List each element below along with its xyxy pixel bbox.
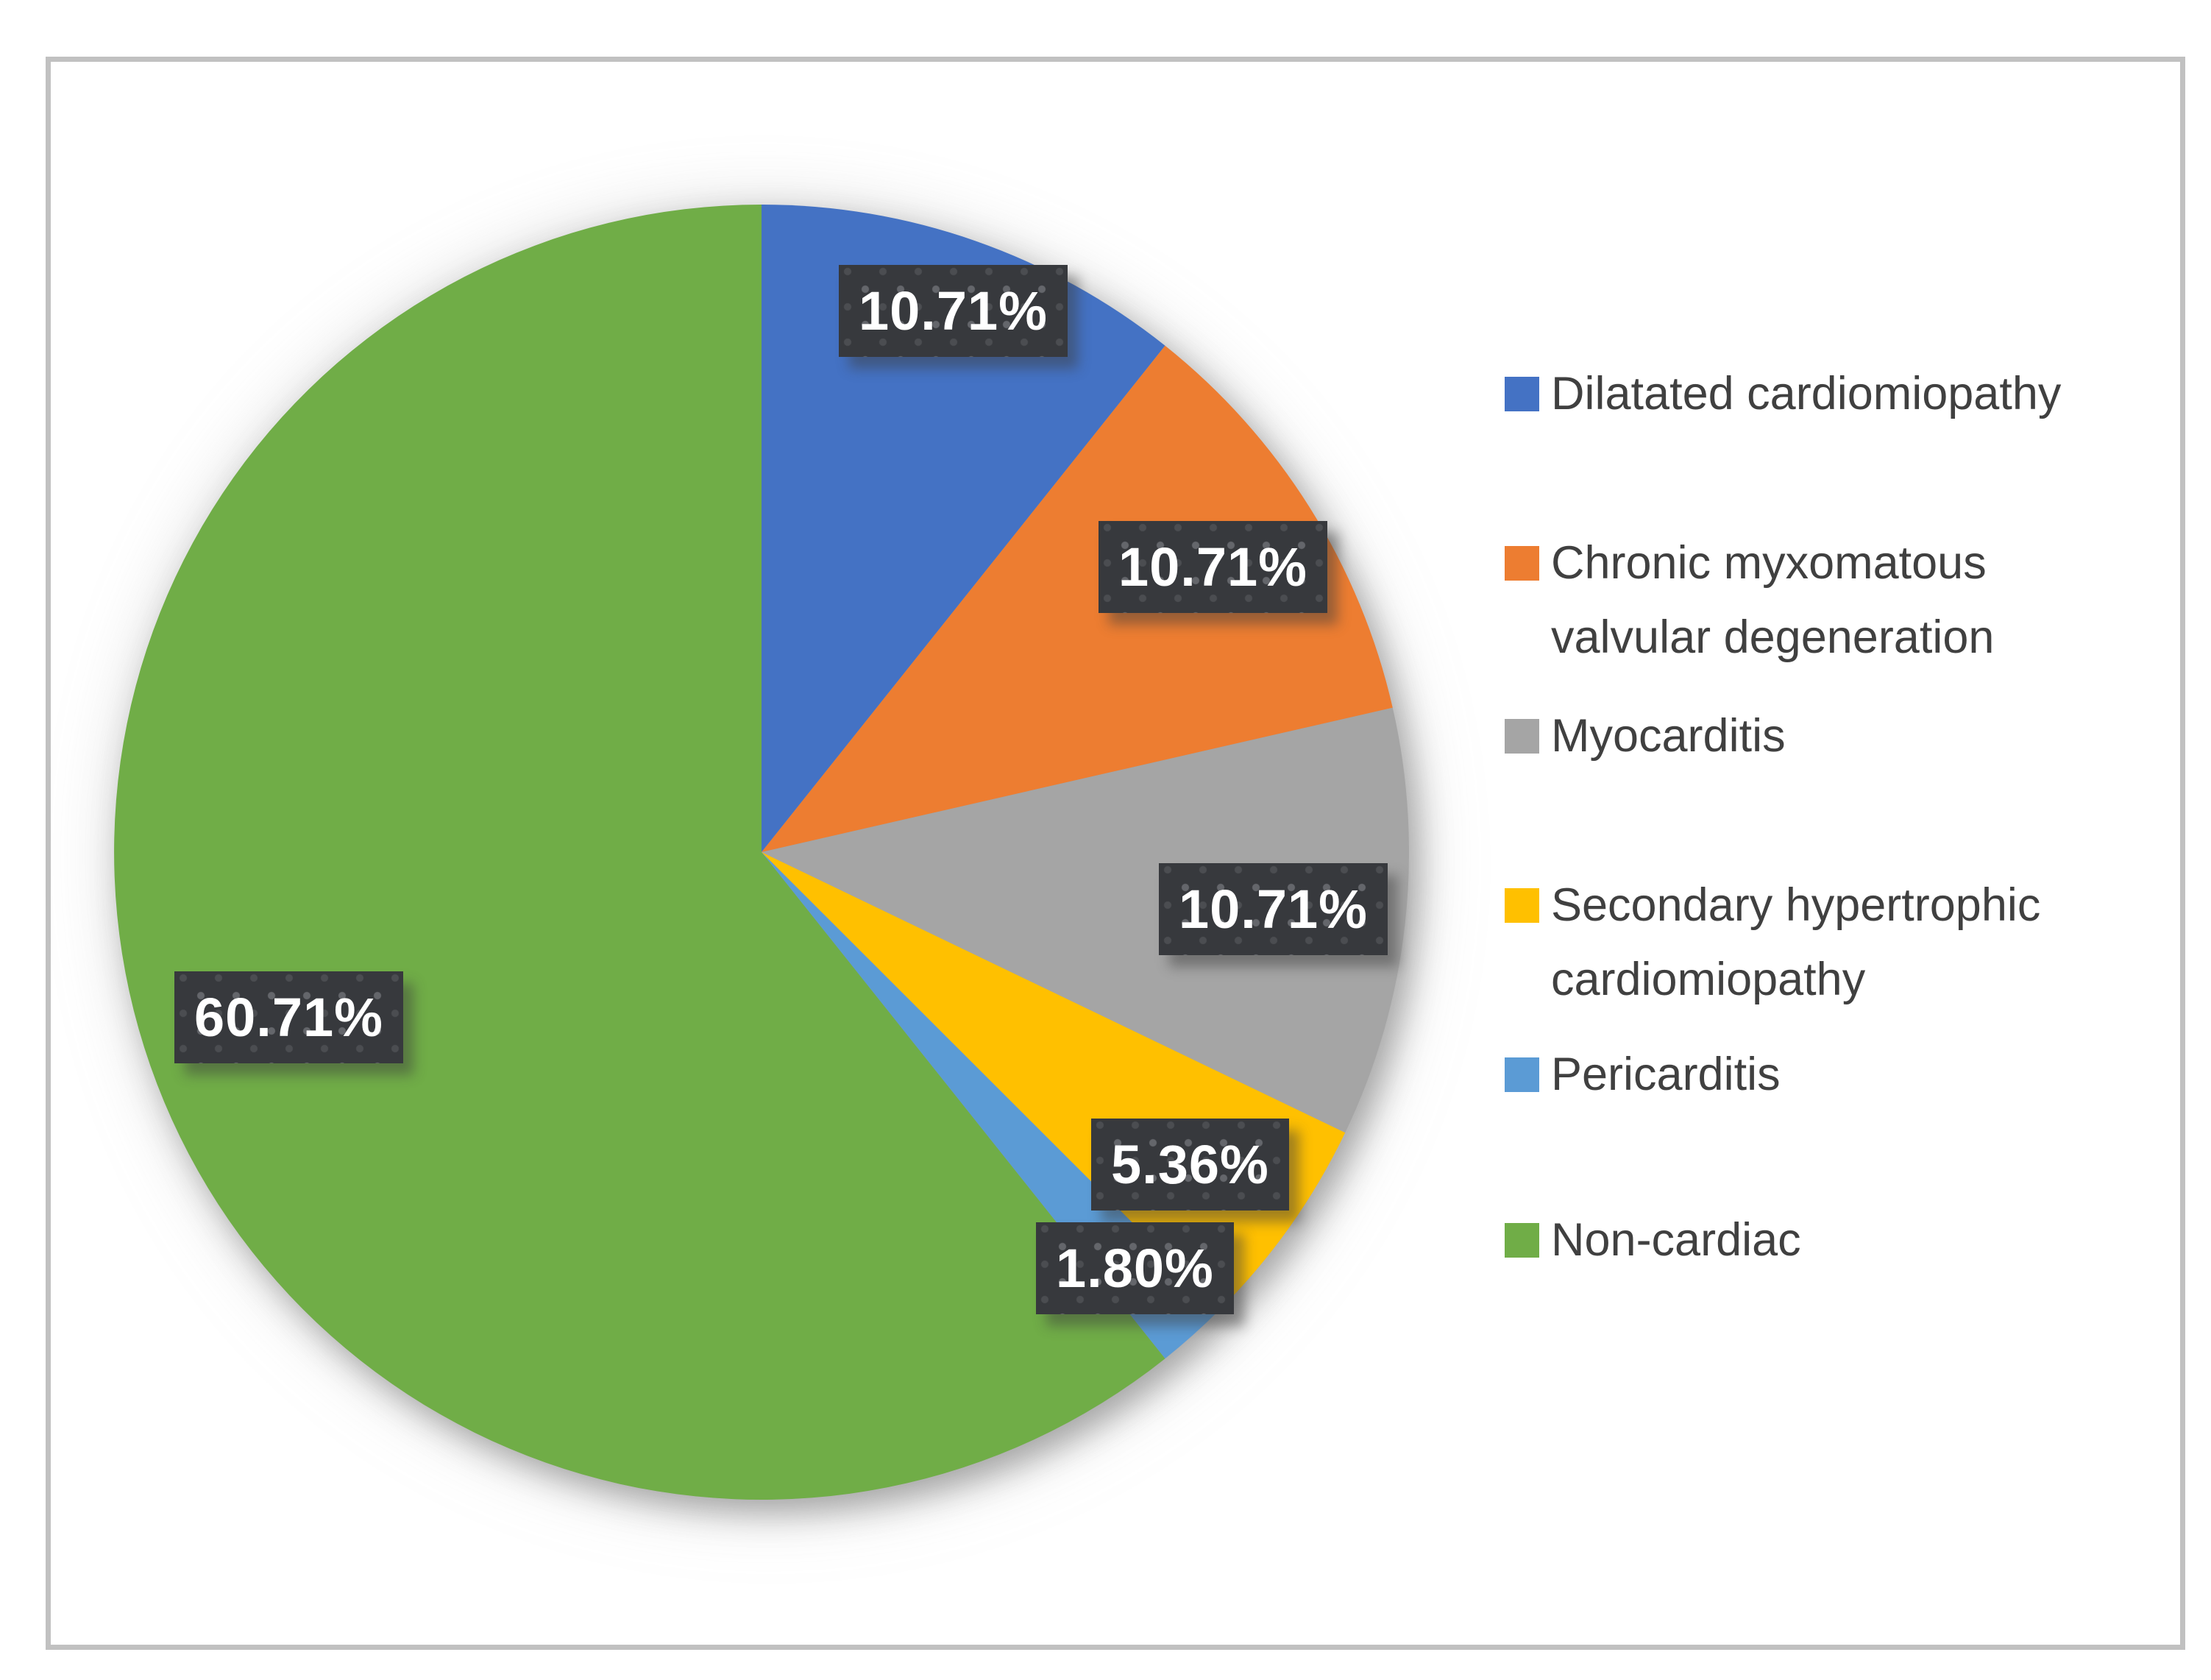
data-label-myocarditis: 10.71% <box>1159 863 1388 955</box>
pie-slice-pericarditis <box>762 852 1220 1359</box>
data-label-secondary-hypertrophic: 5.36% <box>1091 1119 1289 1211</box>
data-label-non-cardiac: 60.71% <box>174 971 403 1063</box>
pie-slice-chronic-myxomatous-valvular-degeneration <box>762 345 1393 852</box>
pie-slice-non-cardiac <box>114 205 1165 1500</box>
data-label-chronic-myxomatous: 10.71% <box>1099 521 1327 613</box>
data-label-dilatated-cardiomiopathy: 10.71% <box>839 265 1068 357</box>
pie-slices-group <box>114 205 1409 1500</box>
pie-slice-myocarditis <box>762 707 1409 1133</box>
pie-slice-dilatated-cardiomiopathy <box>762 205 1165 852</box>
data-label-pericarditis: 1.80% <box>1036 1222 1234 1314</box>
